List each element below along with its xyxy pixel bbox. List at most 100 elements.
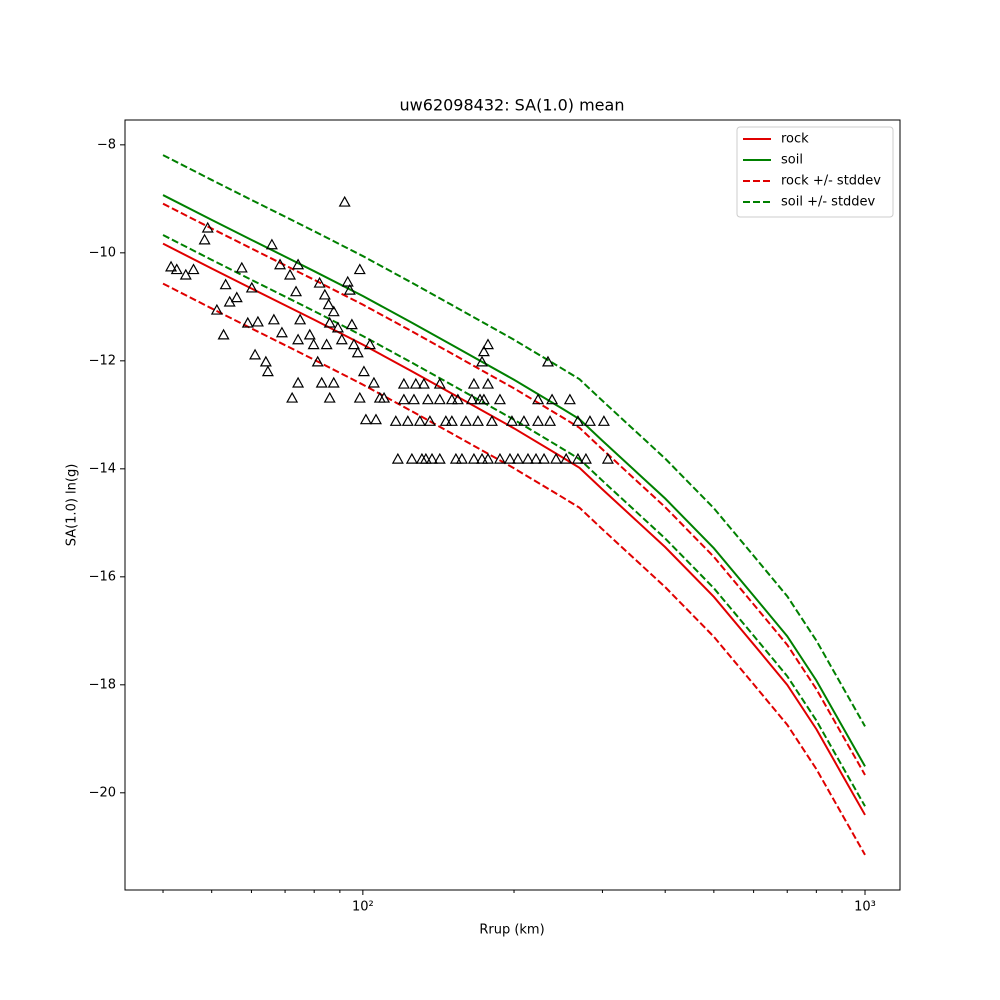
observation-marker (481, 452, 495, 464)
observation-marker (409, 377, 422, 389)
y-tick-label: −14 (89, 461, 116, 476)
observation-marker (571, 415, 584, 426)
observation-marker (378, 391, 391, 403)
series-line (162, 242, 866, 816)
observation-marker (455, 452, 468, 464)
observation-marker (481, 377, 495, 389)
observation-marker (511, 452, 524, 464)
observation-marker (391, 452, 404, 464)
plot-area: −20 −18 −16 −14 −12 −10 −8 10² 10³ (89, 137, 876, 914)
observation-marker (210, 303, 223, 315)
observation-marker (465, 393, 478, 405)
observation-marker (389, 415, 402, 426)
observation-marker (467, 377, 480, 389)
observation-marker (292, 333, 305, 345)
observation-marker (560, 452, 573, 464)
observation-marker (323, 391, 336, 403)
y-tick-label: −8 (97, 137, 116, 152)
observation-marker (419, 452, 432, 464)
observation-marker (341, 275, 354, 287)
observation-marker (433, 377, 446, 389)
observation-marker (289, 285, 303, 297)
observation-marker (481, 338, 495, 350)
stddev-upper-line (162, 202, 866, 776)
observation-marker (198, 233, 211, 245)
observation-marker (493, 452, 506, 464)
observation-marker (541, 355, 554, 367)
stddev-upper-line (162, 154, 866, 727)
observation-marker (251, 315, 264, 327)
observation-marker (347, 338, 360, 350)
observation-marker (425, 452, 439, 464)
observation-marker (353, 263, 366, 275)
observation-marker (267, 313, 280, 325)
observation-marker (475, 452, 489, 464)
chart-title: uw62098432: SA(1.0) mean (400, 96, 625, 115)
observation-marker (433, 393, 446, 405)
observation-marker (335, 333, 348, 345)
observation-marker (283, 268, 297, 280)
observation-marker (445, 393, 458, 405)
observation-marker (331, 321, 344, 333)
stddev-lower-line (162, 234, 866, 807)
observation-marker (538, 452, 551, 464)
observation-marker (597, 415, 610, 426)
x-tick-label: 10³ (854, 900, 876, 915)
observation-marker (367, 376, 380, 388)
observation-marker (421, 393, 434, 405)
observation-marker (170, 263, 183, 275)
x-tick-label: 10² (352, 900, 374, 915)
observation-marker (245, 281, 258, 293)
observation-marker (475, 355, 489, 367)
observation-marker (320, 338, 333, 350)
observation-marker (265, 238, 278, 250)
legend-label: rock +/- stddev (781, 174, 881, 189)
observation-marker (369, 413, 382, 425)
observation-marker (423, 415, 436, 426)
observation-marker (165, 260, 178, 272)
legend-label: soil (781, 153, 803, 168)
observation-marker (343, 283, 356, 295)
observation-marker (521, 452, 534, 464)
observation-marker (303, 328, 316, 340)
observation-marker (274, 258, 287, 270)
y-tick-label: −10 (89, 245, 116, 260)
observation-marker (249, 348, 262, 360)
observation-marker (275, 326, 288, 338)
observation-marker (467, 452, 480, 464)
legend: rock soil rock +/- stddev soil +/- stddev (736, 126, 894, 218)
y-tick-label: −20 (89, 785, 116, 800)
legend-label: rock (781, 132, 809, 147)
observation-marker (359, 413, 372, 425)
observation-marker (445, 415, 458, 426)
observation-marker (405, 452, 418, 464)
observation-marker (307, 338, 320, 350)
observation-marker (601, 452, 614, 464)
observation-marker (413, 415, 426, 426)
observation-marker (451, 393, 464, 405)
observation-marker (315, 376, 328, 388)
observation-marker (532, 393, 545, 405)
legend-label: soil +/- stddev (781, 195, 876, 210)
observation-marker (546, 393, 559, 405)
y-tick-label: −18 (89, 677, 116, 692)
observation-marker (505, 415, 518, 426)
observation-marker (439, 415, 452, 426)
observation-marker (433, 452, 446, 464)
observation-marker (311, 355, 324, 367)
observation-marker (407, 393, 420, 405)
y-tick-label: −16 (89, 569, 116, 584)
legend-box (736, 126, 894, 218)
observation-marker (493, 393, 506, 405)
observation-marker (338, 195, 351, 207)
observation-marker (286, 391, 299, 403)
observation-marker (477, 393, 490, 405)
observation-marker (219, 278, 232, 290)
observation-marker (397, 377, 410, 389)
observation-marker (471, 415, 484, 426)
observation-marker (517, 415, 530, 426)
observation-marker (241, 316, 254, 328)
observation-marker (187, 263, 200, 275)
plot-frame (124, 119, 901, 891)
